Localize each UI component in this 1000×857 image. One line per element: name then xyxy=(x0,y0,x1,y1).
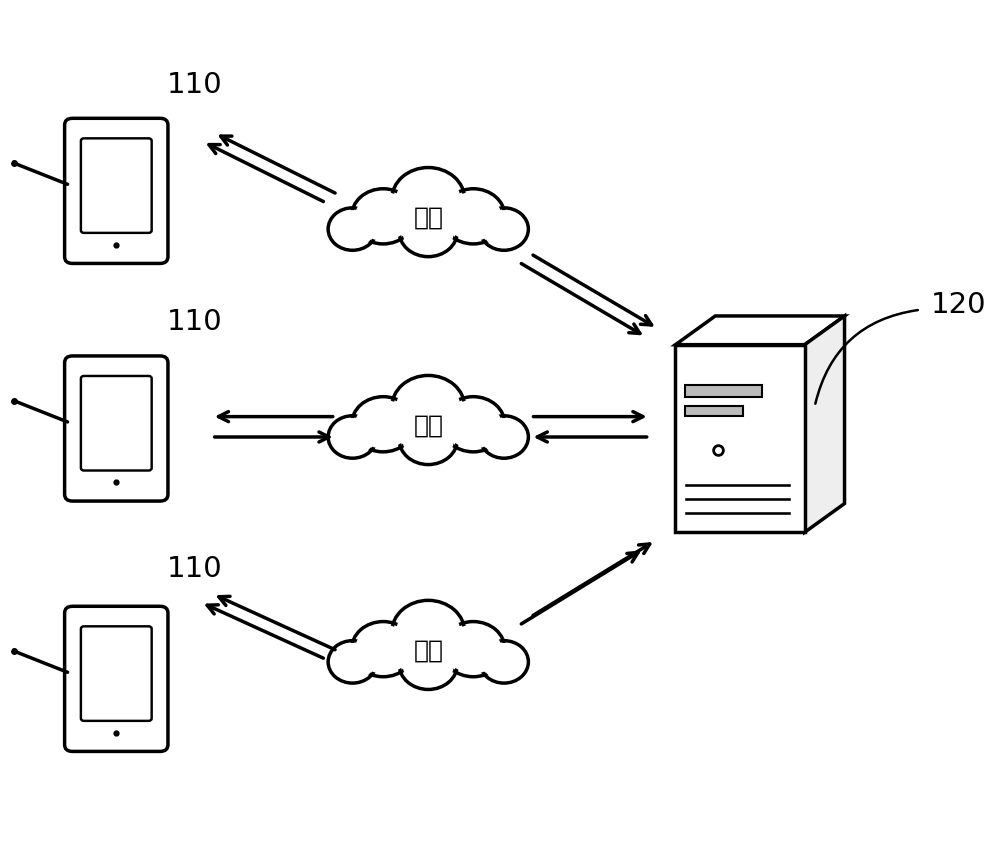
Circle shape xyxy=(403,417,453,461)
Circle shape xyxy=(392,167,465,231)
Circle shape xyxy=(480,641,528,683)
Circle shape xyxy=(399,638,458,690)
Text: 110: 110 xyxy=(166,309,222,337)
Circle shape xyxy=(483,644,525,680)
Circle shape xyxy=(483,419,525,455)
FancyBboxPatch shape xyxy=(685,405,743,416)
Circle shape xyxy=(442,397,505,452)
Circle shape xyxy=(392,375,465,439)
Circle shape xyxy=(399,414,458,464)
Circle shape xyxy=(399,206,458,256)
Text: 110: 110 xyxy=(166,71,222,99)
Circle shape xyxy=(328,416,377,458)
Text: 120: 120 xyxy=(930,291,986,320)
FancyBboxPatch shape xyxy=(685,385,762,397)
Circle shape xyxy=(356,626,410,673)
Polygon shape xyxy=(675,316,845,345)
Circle shape xyxy=(446,400,501,448)
FancyBboxPatch shape xyxy=(65,118,168,263)
Text: 网络: 网络 xyxy=(413,638,443,662)
Circle shape xyxy=(480,208,528,250)
FancyBboxPatch shape xyxy=(81,376,152,470)
Circle shape xyxy=(446,193,501,240)
Circle shape xyxy=(328,641,377,683)
Circle shape xyxy=(392,601,465,664)
Text: 网络: 网络 xyxy=(413,206,443,230)
FancyBboxPatch shape xyxy=(81,626,152,721)
Circle shape xyxy=(332,211,373,248)
Polygon shape xyxy=(805,316,845,532)
Circle shape xyxy=(352,621,415,677)
Circle shape xyxy=(403,209,453,253)
Circle shape xyxy=(352,397,415,452)
Circle shape xyxy=(480,416,528,458)
Circle shape xyxy=(328,208,377,250)
Circle shape xyxy=(442,189,505,244)
Circle shape xyxy=(352,189,415,244)
Circle shape xyxy=(332,644,373,680)
Circle shape xyxy=(332,419,373,455)
Circle shape xyxy=(483,211,525,248)
FancyBboxPatch shape xyxy=(65,606,168,752)
Circle shape xyxy=(397,380,460,434)
Text: 网络: 网络 xyxy=(413,413,443,437)
Circle shape xyxy=(397,605,460,660)
Circle shape xyxy=(403,642,453,686)
FancyBboxPatch shape xyxy=(65,356,168,501)
Circle shape xyxy=(356,193,410,240)
Text: 110: 110 xyxy=(166,554,222,583)
Circle shape xyxy=(442,621,505,677)
FancyBboxPatch shape xyxy=(81,138,152,233)
Circle shape xyxy=(446,626,501,673)
Circle shape xyxy=(356,400,410,448)
FancyBboxPatch shape xyxy=(675,345,805,532)
Circle shape xyxy=(397,172,460,227)
